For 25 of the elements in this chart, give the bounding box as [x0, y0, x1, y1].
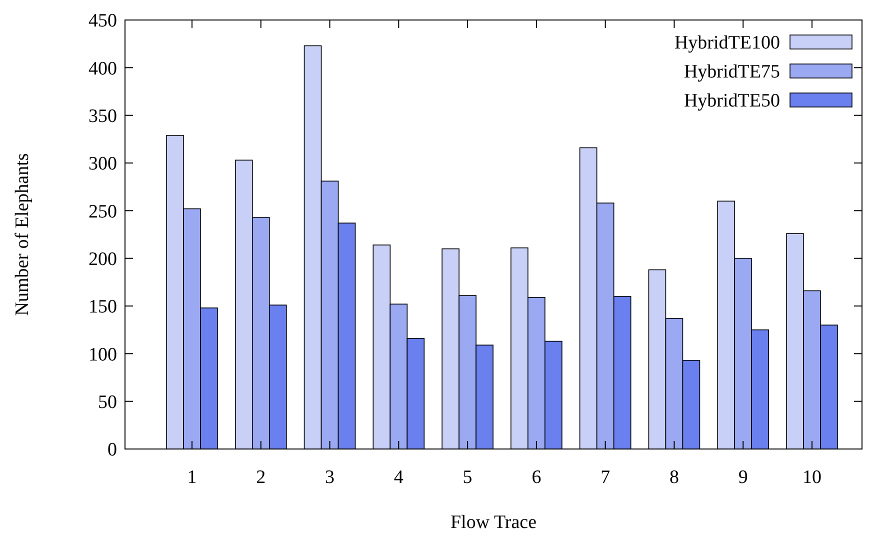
x-tick-label: 9 [738, 467, 748, 488]
y-tick-label: 150 [88, 296, 117, 318]
x-tick-label: 6 [532, 467, 542, 488]
x-tick-label: 4 [394, 467, 404, 488]
x-tick-label: 7 [600, 467, 610, 488]
x-tick-label: 10 [802, 467, 822, 488]
y-tick-label: 100 [88, 344, 117, 366]
y-tick-label: 400 [88, 58, 117, 80]
y-tick-label: 200 [88, 248, 117, 270]
y-tick-label: 0 [108, 440, 117, 461]
x-tick-label: 5 [462, 467, 472, 488]
y-tick-label: 300 [88, 154, 117, 175]
legend-label: HybridTE75 [684, 62, 780, 83]
y-tick-label: 350 [88, 106, 117, 127]
legend-label: HybridTE50 [684, 90, 780, 112]
y-tick-label: 450 [88, 10, 117, 32]
y-tick-label: 250 [88, 201, 117, 222]
y-axis-title: Number of Elephants [12, 153, 33, 316]
x-tick-label: 1 [187, 467, 197, 488]
y-tick-label: 50 [98, 392, 117, 413]
x-tick-label: 2 [256, 467, 266, 488]
x-tick-label: 8 [669, 467, 679, 488]
x-tick-label: 3 [325, 467, 335, 488]
legend-label: HybridTE100 [674, 32, 780, 54]
x-axis-title: Flow Trace [450, 512, 537, 533]
